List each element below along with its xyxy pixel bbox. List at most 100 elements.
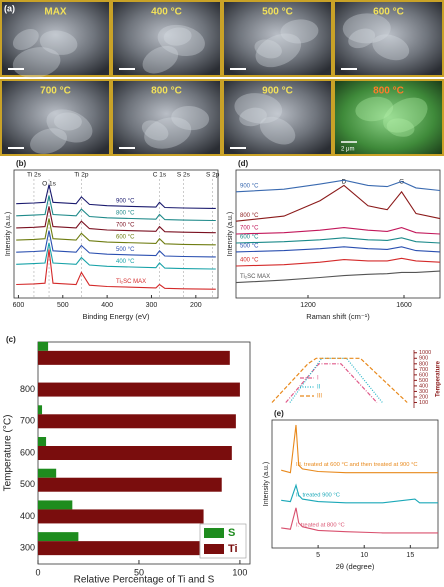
series-label: 700 °C bbox=[240, 226, 259, 232]
series-line bbox=[235, 270, 441, 284]
sem-particle bbox=[386, 118, 415, 137]
series-label: 400 °C bbox=[240, 258, 259, 264]
sem-particle bbox=[141, 120, 169, 141]
legend-label: I bbox=[317, 376, 319, 382]
bar bbox=[38, 405, 43, 415]
bar bbox=[38, 500, 73, 510]
image-label: MAX bbox=[44, 7, 67, 18]
image-label: 700 °C bbox=[40, 86, 71, 97]
panel-label: (b) bbox=[16, 159, 27, 168]
bar bbox=[38, 350, 230, 365]
plot-frame bbox=[13, 169, 219, 299]
y-axis-label: Intensity (a.u.) bbox=[5, 212, 12, 256]
sem-particle bbox=[12, 29, 39, 50]
x-tick-label: 5 bbox=[316, 552, 320, 559]
x-axis-label: Binding Energy (eV) bbox=[82, 312, 150, 321]
image-label: 800 °C bbox=[373, 86, 404, 97]
series-label: 900 °C bbox=[240, 183, 259, 189]
inset-line bbox=[289, 357, 383, 403]
legend-swatch bbox=[204, 528, 224, 538]
series-label: 400 °C bbox=[116, 259, 135, 265]
sem-particle bbox=[355, 96, 394, 122]
sem-particle bbox=[144, 117, 192, 149]
annotation: C 1s bbox=[153, 172, 167, 179]
image-label: 500 °C bbox=[262, 7, 293, 18]
series-label: II. treated 900 °C bbox=[296, 492, 340, 498]
x-tick-label: 1600 bbox=[396, 302, 412, 309]
sem-particle bbox=[30, 128, 67, 154]
y2-tick-label: 200 bbox=[419, 394, 428, 400]
sem-particle bbox=[280, 19, 319, 44]
x-tick-label: 1200 bbox=[300, 302, 316, 309]
image-label: 900 °C bbox=[262, 86, 293, 97]
scale-bar-label: 2 μm bbox=[341, 147, 354, 153]
y2-tick-label: 800 bbox=[419, 361, 428, 367]
plot-frame bbox=[271, 419, 439, 549]
series-label: I. treated at 800 °C bbox=[296, 522, 345, 528]
y2-tick-label: 300 bbox=[419, 389, 428, 395]
bar bbox=[38, 509, 204, 524]
series-label: 700 °C bbox=[116, 223, 135, 229]
sem-particle bbox=[142, 45, 179, 74]
series-line bbox=[16, 218, 216, 246]
legend-label: II bbox=[317, 385, 321, 391]
sem-particle bbox=[255, 33, 302, 68]
sem-particle bbox=[254, 39, 282, 59]
series-line bbox=[16, 242, 216, 270]
y-tick-label: 600 bbox=[20, 447, 35, 457]
series-label: III. treated at 600 °C and then treated … bbox=[296, 462, 418, 468]
x-tick-label: 200 bbox=[190, 302, 202, 309]
sem-particle bbox=[46, 109, 93, 143]
sem-particle bbox=[39, 30, 78, 55]
bar bbox=[38, 414, 236, 429]
annotation: S 2p bbox=[206, 172, 220, 179]
bar bbox=[38, 532, 79, 542]
series-label: 500 °C bbox=[240, 243, 259, 249]
series-label: 600 °C bbox=[116, 235, 135, 241]
panel-label: (d) bbox=[238, 159, 249, 168]
y-tick-label: 400 bbox=[20, 511, 35, 521]
y-tick-label: 300 bbox=[20, 543, 35, 553]
panel-label: (e) bbox=[274, 409, 284, 418]
inset-line bbox=[285, 363, 378, 403]
x-tick-label: 600 bbox=[13, 302, 25, 309]
image-label: 400 °C bbox=[151, 7, 182, 18]
series-line bbox=[235, 237, 441, 244]
panel-label: (a) bbox=[4, 3, 15, 13]
x-axis-label: Relative Percentage of Ti and S bbox=[74, 575, 215, 586]
y-axis-label: Temperature (°C) bbox=[3, 415, 14, 492]
bar bbox=[38, 382, 240, 397]
series-line bbox=[235, 257, 441, 267]
y2-tick-label: 500 bbox=[419, 378, 428, 384]
series-line bbox=[281, 507, 438, 534]
x-tick-label: 300 bbox=[146, 302, 158, 309]
sem-image bbox=[111, 0, 222, 77]
sem-particle bbox=[12, 47, 61, 78]
sem-image bbox=[111, 79, 222, 156]
sem-image bbox=[0, 79, 111, 156]
legend-label: S bbox=[228, 527, 235, 539]
annotation: Ti 2p bbox=[74, 172, 89, 179]
y-axis-label: Intensity (a.u.) bbox=[263, 462, 270, 506]
y2-axis-label: Temperature bbox=[436, 360, 442, 397]
inset-line bbox=[271, 357, 408, 403]
x-tick-label: 400 bbox=[101, 302, 113, 309]
y-axis-label: Intensity (a.u.) bbox=[227, 212, 234, 256]
annotation: S 2s bbox=[177, 172, 191, 179]
bar bbox=[38, 468, 57, 478]
series-line bbox=[281, 424, 438, 474]
series-line bbox=[235, 227, 441, 235]
y-tick-label: 700 bbox=[20, 416, 35, 426]
sem-image bbox=[222, 0, 333, 77]
series-line bbox=[16, 195, 216, 222]
series-line bbox=[235, 179, 441, 193]
x-tick-label: 0 bbox=[35, 567, 40, 577]
series-line bbox=[235, 184, 441, 222]
x-tick-label: 500 bbox=[57, 302, 69, 309]
y2-tick-label: 900 bbox=[419, 356, 428, 362]
x-tick-label: 10 bbox=[360, 552, 368, 559]
bar bbox=[38, 541, 200, 556]
sem-particle bbox=[163, 27, 192, 46]
annotation: G bbox=[399, 179, 404, 186]
